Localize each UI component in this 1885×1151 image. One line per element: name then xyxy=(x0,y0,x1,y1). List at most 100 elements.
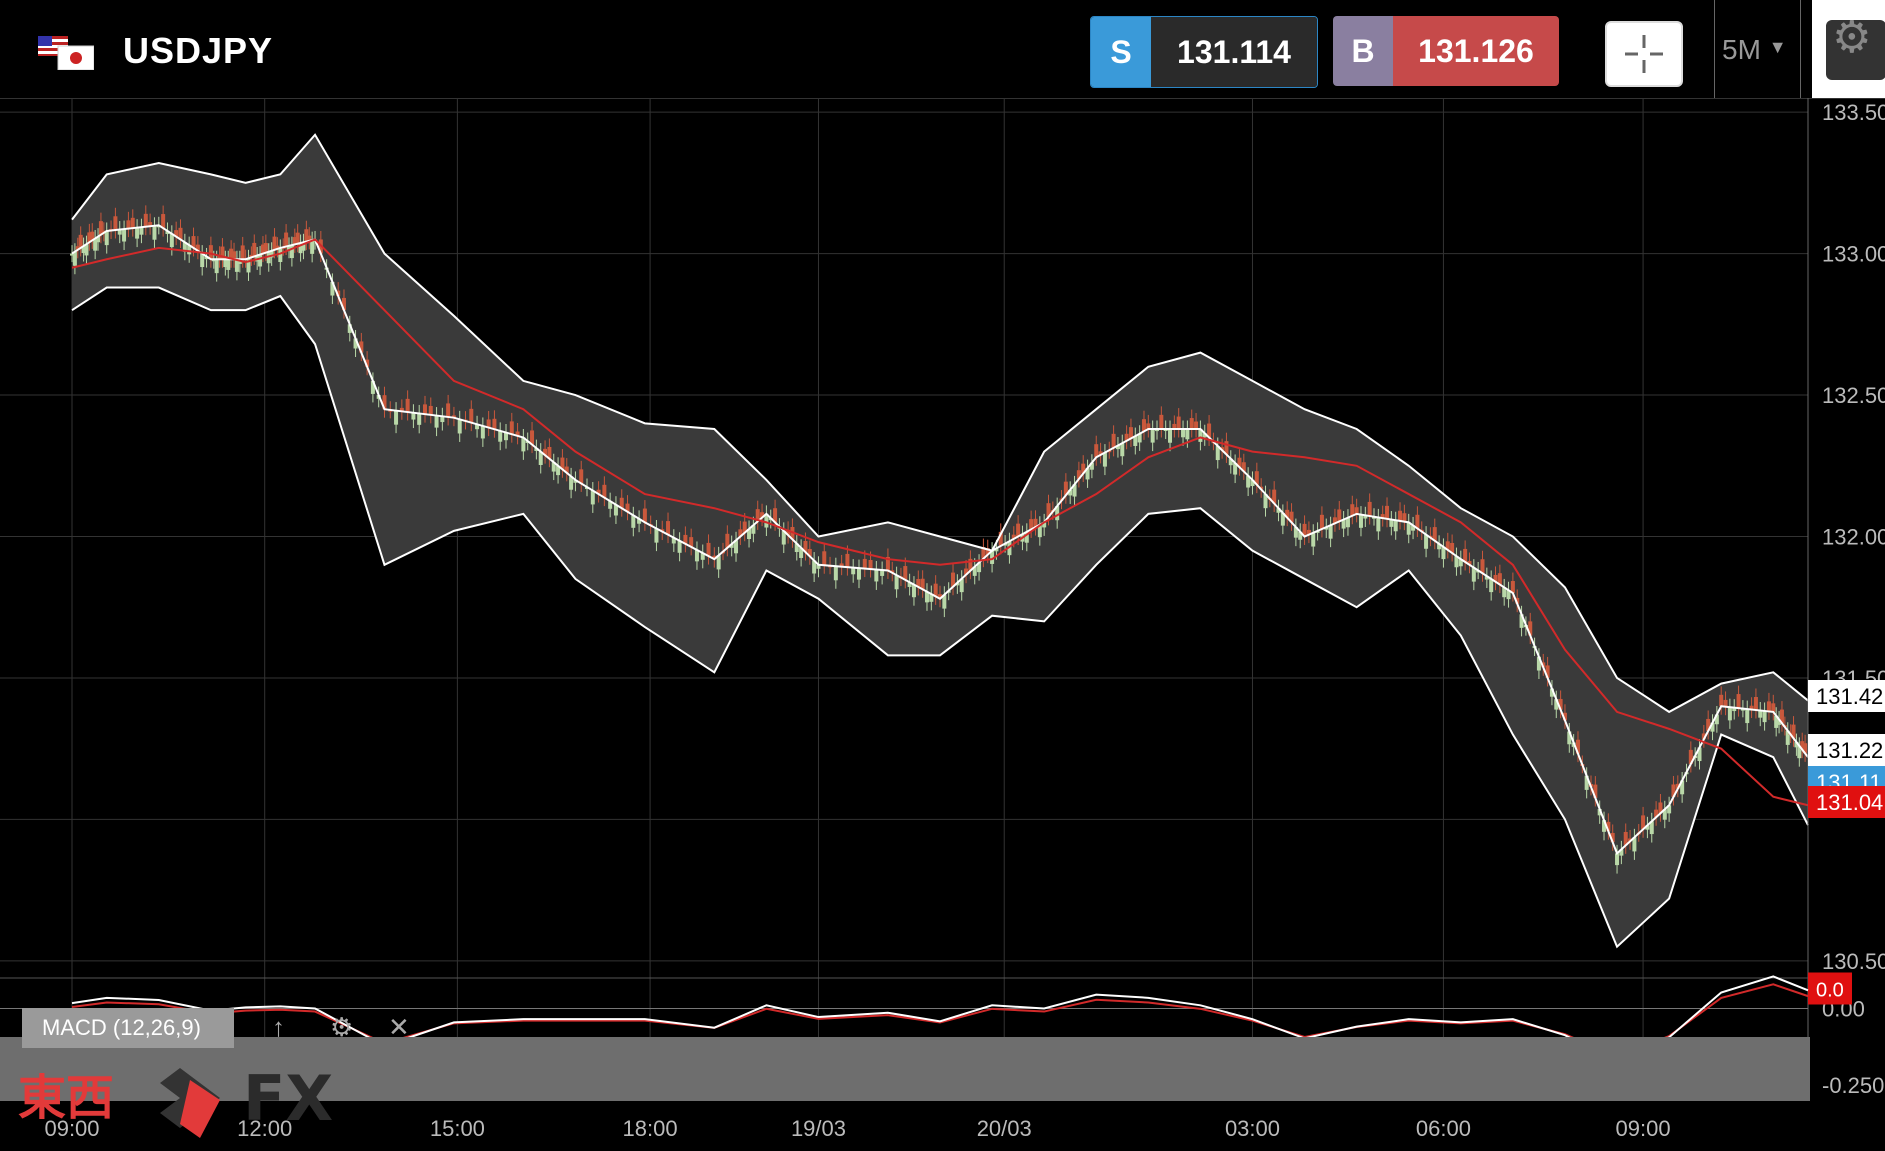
gear-icon: ⚙ xyxy=(1832,13,1872,62)
candle-body xyxy=(1311,532,1316,547)
candle-body xyxy=(1345,517,1350,528)
candle-body xyxy=(117,229,122,235)
candle-body xyxy=(1024,531,1029,543)
candle-body xyxy=(694,549,699,562)
candle-body xyxy=(985,548,990,555)
close-icon[interactable]: ✕ xyxy=(388,1012,410,1042)
candle-body xyxy=(515,431,520,436)
candle-body xyxy=(1736,694,1741,709)
candle-body xyxy=(336,290,341,297)
candle-body xyxy=(942,594,947,609)
candle-body xyxy=(742,521,747,533)
candle-body xyxy=(1337,509,1342,522)
candle-body xyxy=(1536,656,1541,671)
candle-body xyxy=(760,512,765,518)
candle-body xyxy=(226,259,231,270)
candle-body xyxy=(608,501,613,509)
candle-body xyxy=(1168,428,1173,443)
candle-body xyxy=(556,465,561,476)
candle-body xyxy=(1437,543,1442,550)
candle-body xyxy=(1289,511,1294,523)
time-tick-label: 20/03 xyxy=(977,1116,1032,1141)
toza-fx-logo: 東西 FX xyxy=(18,1062,333,1138)
candle-body xyxy=(1641,815,1646,830)
candle-body xyxy=(1675,783,1680,789)
candle-body xyxy=(998,531,1003,546)
macd-marker-label: 0.0 xyxy=(1816,980,1844,1002)
candle-body xyxy=(217,254,222,260)
candle-body xyxy=(807,548,812,557)
candle-body xyxy=(903,566,908,580)
candle-body xyxy=(1332,517,1337,524)
candle-body xyxy=(98,221,103,235)
candle-body xyxy=(1358,514,1363,528)
candle-body xyxy=(1549,688,1554,697)
price-marker-box xyxy=(1808,734,1885,766)
candle-body xyxy=(182,242,187,252)
candle-body xyxy=(1089,462,1094,470)
candle-body xyxy=(596,489,601,495)
candle-body xyxy=(1615,853,1620,866)
macd-indicator-label[interactable]: MACD (12,26,9) xyxy=(22,1008,234,1048)
candle-body xyxy=(1367,501,1372,516)
candle-body xyxy=(1706,718,1711,731)
candle-body xyxy=(981,547,986,559)
candle-body xyxy=(1762,710,1767,723)
settings-button[interactable]: ⚙ xyxy=(1812,0,1885,98)
candle-body xyxy=(1688,749,1693,765)
candle-body xyxy=(1567,731,1572,745)
candle-body xyxy=(266,251,271,264)
candle-body xyxy=(152,225,157,240)
timeframe-select[interactable]: 5M ▼ xyxy=(1722,34,1787,66)
candle-body xyxy=(1467,561,1472,565)
candle-body xyxy=(839,563,844,567)
bollinger-upper-line xyxy=(71,133,1809,714)
candle-body xyxy=(1250,479,1255,487)
candle-body xyxy=(353,338,358,349)
crosshair-button[interactable] xyxy=(1605,21,1683,87)
candle-body xyxy=(856,568,861,580)
candle-body xyxy=(677,540,682,553)
candle-body xyxy=(816,564,821,569)
candle-body xyxy=(249,254,254,258)
candle-body xyxy=(1680,780,1685,795)
candle-body xyxy=(135,227,140,239)
candle-body xyxy=(1658,802,1663,814)
candle-body xyxy=(1137,433,1142,443)
candle-body xyxy=(229,248,234,260)
sell-button[interactable]: S 131.114 xyxy=(1090,16,1318,88)
candle-body xyxy=(457,419,462,434)
candle-body xyxy=(920,578,925,590)
candle-body xyxy=(78,234,83,248)
candle-body xyxy=(204,256,209,260)
gear-icon[interactable]: ⚙ xyxy=(330,1012,354,1042)
candle-body xyxy=(1450,542,1455,554)
candle-body xyxy=(1489,578,1494,593)
candle-body xyxy=(240,245,245,260)
candle-body xyxy=(755,509,760,522)
candle-body xyxy=(330,281,335,296)
candle-body xyxy=(428,405,433,415)
candle-body xyxy=(1124,433,1129,441)
candle-body xyxy=(1528,621,1533,636)
arrow-up-icon[interactable]: ↑ xyxy=(272,1012,285,1042)
candle-body xyxy=(977,562,982,573)
candle-body xyxy=(573,479,578,483)
candle-body xyxy=(1753,697,1758,711)
buy-button[interactable]: B 131.126 xyxy=(1333,16,1559,86)
candle-body xyxy=(619,497,624,509)
candle-body xyxy=(1046,503,1051,517)
candle-body xyxy=(263,243,268,253)
candle-body xyxy=(292,237,297,245)
macd-line xyxy=(71,975,1809,1063)
logo-fx: FX xyxy=(243,1062,333,1135)
candle-body xyxy=(1758,710,1763,718)
candle-body xyxy=(1198,428,1203,442)
candle-body xyxy=(411,412,416,420)
candle-body xyxy=(751,525,756,534)
candle-body xyxy=(1324,527,1329,530)
settings-tile xyxy=(1826,20,1885,80)
candle-body xyxy=(178,227,183,240)
candle-body xyxy=(275,245,280,249)
